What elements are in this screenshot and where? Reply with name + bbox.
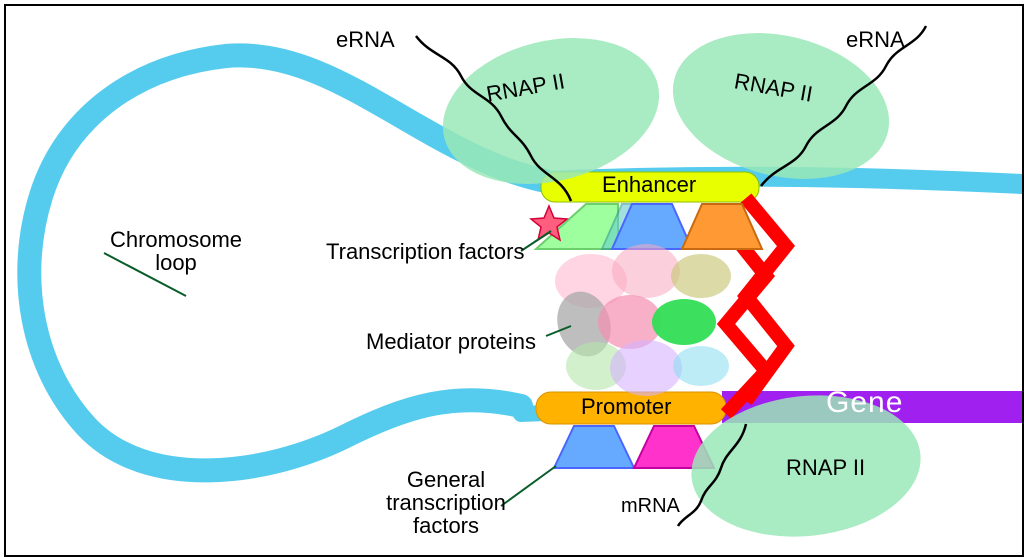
general-transcription-factors: [554, 426, 714, 468]
mediator-proteins-label: Mediator proteins: [366, 330, 536, 353]
erna-left-label: eRNA: [336, 28, 395, 51]
erna-right-label: eRNA: [846, 28, 905, 51]
enhancer-label: Enhancer: [602, 172, 696, 198]
promoter-label: Promoter: [581, 394, 671, 420]
mediator-proteins: [549, 244, 731, 396]
mrna-label: mRNA: [621, 496, 680, 517]
transcription-factors: [536, 204, 762, 249]
chromosome-loop-label: Chromosome loop: [96, 228, 256, 274]
gene-label: Gene: [826, 386, 903, 420]
diagram-frame: eRNA eRNA RNAP II RNAP II RNAP II Enhanc…: [4, 4, 1024, 557]
transcription-factors-label: Transcription factors: [326, 240, 524, 263]
rnap-label-3: RNAP II: [786, 456, 865, 479]
general-tf-label: General transcription factors: [376, 468, 516, 537]
